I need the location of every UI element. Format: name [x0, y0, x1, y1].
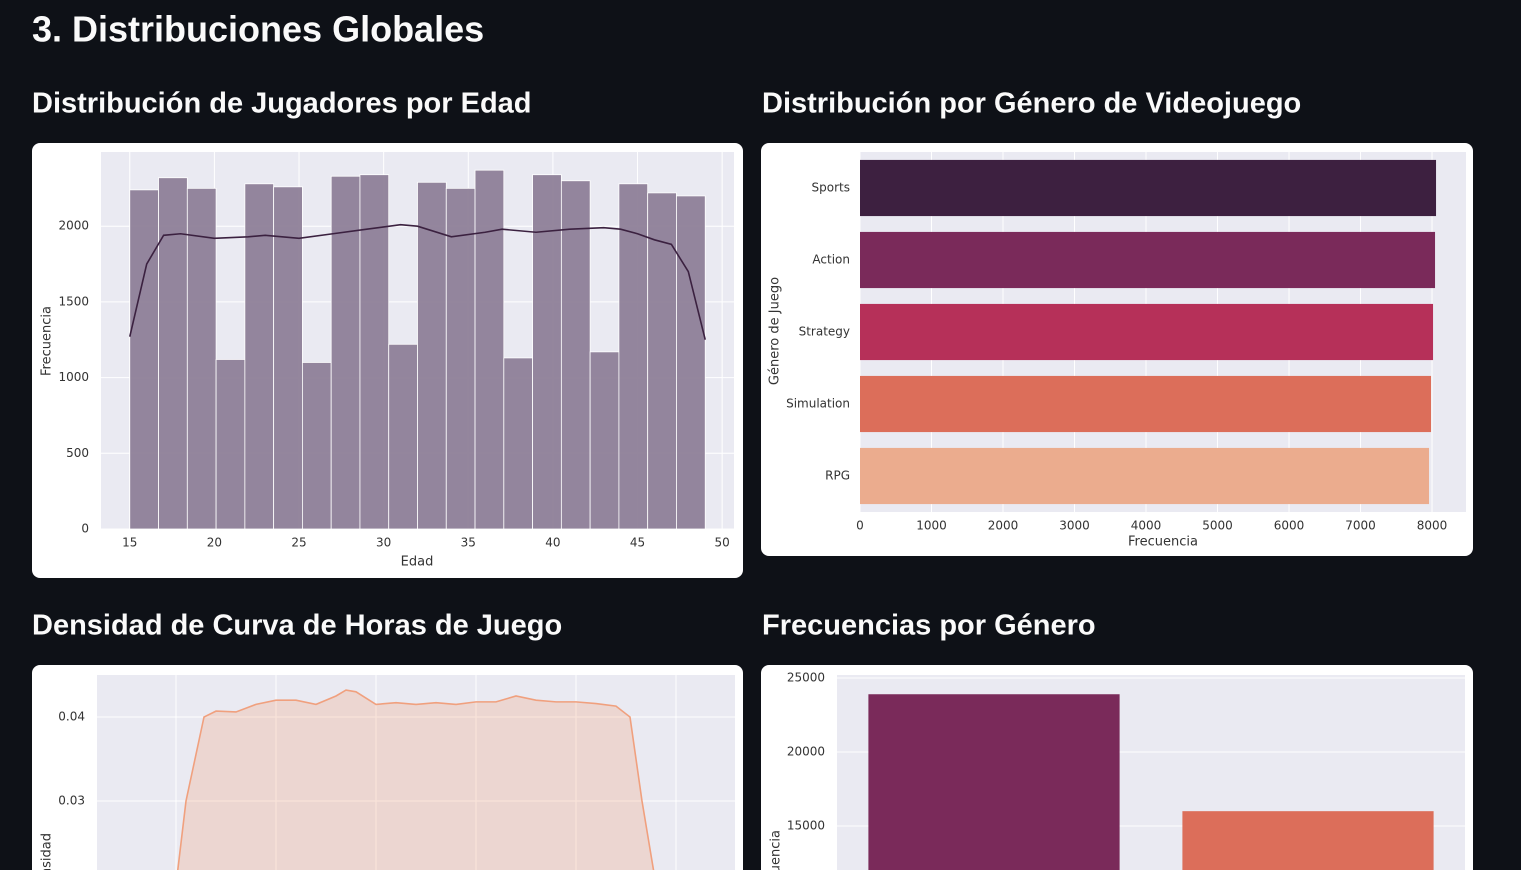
histogram-bar	[445, 187, 476, 530]
histogram-bar	[244, 183, 275, 530]
y-tick-label: Simulation	[786, 397, 850, 411]
y-tick-label: Action	[812, 253, 850, 267]
y-tick-label: Strategy	[799, 325, 850, 339]
bar	[860, 159, 1437, 217]
x-tick-label: 35	[461, 536, 476, 550]
x-tick-label: 4000	[1131, 519, 1162, 533]
y-tick-label: 15000	[787, 818, 825, 832]
plot-area	[97, 675, 735, 870]
y-tick-label: 1500	[58, 294, 89, 308]
x-tick-label: 25	[291, 536, 306, 550]
y-axis-label: Género de Juego	[768, 277, 783, 385]
x-tick-label: 2000	[988, 519, 1019, 533]
kde-area	[177, 690, 654, 870]
histogram-bar	[618, 183, 649, 530]
y-tick-label: 0	[81, 522, 89, 536]
histogram-bar	[560, 180, 591, 530]
histogram-bar	[647, 192, 677, 530]
y-axis-label: Densidad	[40, 833, 55, 870]
histogram-bar	[273, 186, 303, 530]
bar	[868, 694, 1120, 870]
x-tick-label: 0	[856, 519, 864, 533]
histogram-bar	[532, 174, 562, 530]
x-axis-label: Edad	[401, 555, 434, 570]
bar	[860, 375, 1432, 433]
section-title: Densidad de Curva de Horas de Juego	[32, 610, 562, 642]
y-tick-label: 0.04	[58, 710, 85, 724]
y-tick-label: Sports	[812, 181, 850, 195]
kde-line	[176, 689, 655, 870]
page-title: 3. Distribuciones Globales	[32, 9, 484, 50]
x-tick-label: 30	[376, 536, 391, 550]
bar	[1182, 811, 1434, 870]
histogram-bar	[417, 181, 447, 530]
histogram-bar	[302, 362, 332, 530]
x-tick-label: 15	[122, 536, 137, 550]
x-tick-label: 8000	[1417, 519, 1448, 533]
bar	[860, 303, 1434, 361]
y-tick-label: 2000	[58, 219, 89, 233]
histogram-bar	[503, 357, 533, 530]
y-tick-label: 500	[66, 446, 89, 460]
y-tick-label: 20000	[787, 744, 825, 758]
x-tick-label: 45	[630, 536, 645, 550]
y-tick-label: 25000	[787, 670, 825, 684]
y-tick-label: 1000	[58, 370, 89, 384]
section-title: Distribución de Jugadores por Edad	[32, 88, 532, 120]
kde-line	[128, 223, 707, 340]
section-title: Frecuencias por Género	[762, 610, 1096, 642]
histogram-bar	[330, 175, 361, 530]
x-tick-label: 40	[545, 536, 560, 550]
section-title: Distribución por Género de Videojuego	[762, 88, 1301, 120]
y-axis-label: Frecuencia	[40, 306, 55, 376]
histogram-bar	[388, 343, 418, 530]
histogram-bar	[158, 177, 188, 530]
x-tick-label: 6000	[1274, 519, 1305, 533]
x-tick-label: 20	[207, 536, 222, 550]
histogram-bar	[129, 189, 159, 530]
histogram-bar	[215, 359, 246, 530]
y-tick-label: RPG	[825, 469, 850, 483]
x-tick-label: 50	[715, 536, 730, 550]
histogram-bar	[186, 187, 217, 530]
histogram-bar	[589, 351, 620, 530]
y-tick-label: 0.03	[58, 794, 85, 808]
x-tick-label: 5000	[1202, 519, 1233, 533]
x-tick-label: 7000	[1345, 519, 1376, 533]
bar	[860, 447, 1430, 505]
histogram-bar	[676, 195, 706, 530]
x-tick-label: 3000	[1059, 519, 1090, 533]
histogram-bar	[359, 174, 390, 530]
x-axis-label: Frecuencia	[1128, 535, 1198, 550]
histogram-bar	[474, 169, 505, 530]
bar	[860, 231, 1436, 289]
x-tick-label: 1000	[916, 519, 947, 533]
y-axis-label: Frecuencia	[769, 830, 784, 870]
